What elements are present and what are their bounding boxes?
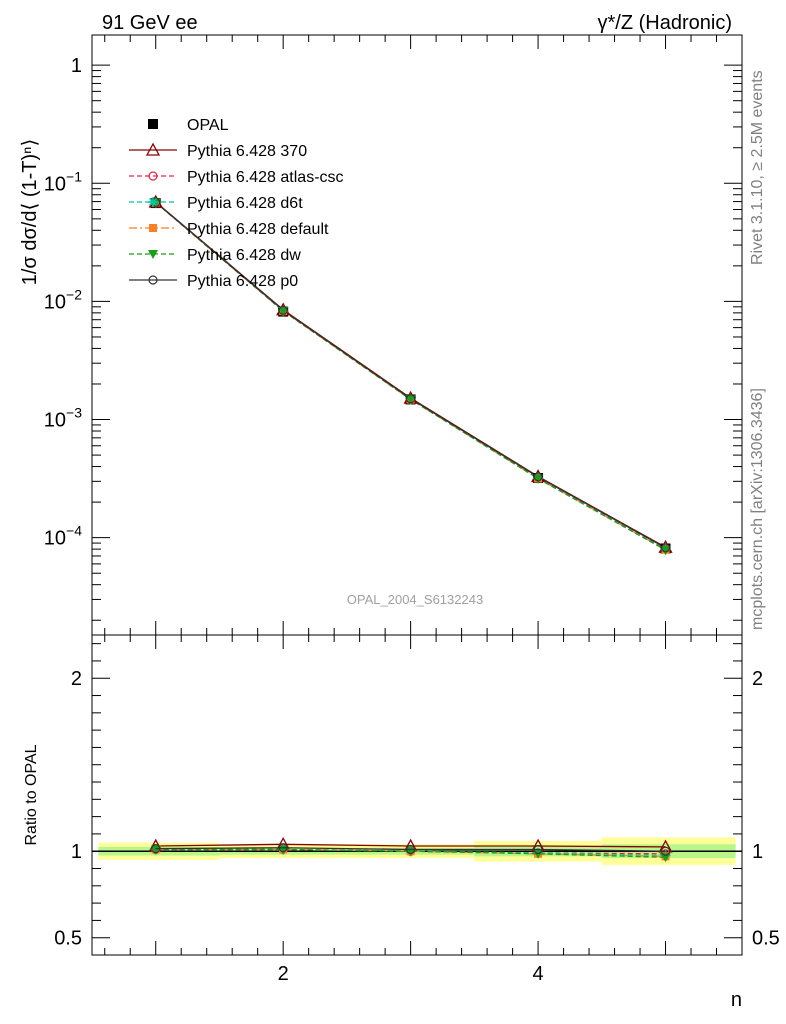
data-point: [148, 171, 158, 181]
x-tick-label: 4: [533, 963, 544, 985]
data-point: [533, 849, 544, 859]
legend-label: Pythia 6.428 370: [187, 143, 307, 160]
data-point: [145, 142, 161, 156]
data-point: [660, 853, 671, 863]
legend-label: Pythia 6.428 default: [187, 221, 329, 238]
data-point: [406, 394, 416, 404]
data-point: [660, 546, 671, 556]
data-point: [660, 846, 671, 856]
data-point: [150, 845, 161, 855]
ratio-frame: [91, 634, 743, 956]
ratio-series-line: [155, 848, 666, 858]
y-axis-title-main: 1/σ dσ/d⟨ (1-T)ⁿ⟩: [19, 139, 41, 286]
legend-label: Pythia 6.428 p0: [187, 273, 298, 290]
data-point: [148, 250, 158, 259]
y-tick-label: 10−3: [44, 405, 82, 432]
data-point: [151, 844, 161, 854]
data-point: [148, 119, 158, 129]
header-right-label: γ*/Z (Hadronic): [598, 12, 732, 34]
ratio-y-tick-label: 1: [71, 841, 82, 863]
data-point: [533, 474, 544, 484]
ratio-y-tick-label: 0.5: [54, 928, 82, 950]
data-point: [278, 843, 288, 853]
ratio-y-tick-label-right: 1: [752, 841, 763, 863]
ratio-y-tick-label: 2: [71, 668, 82, 690]
data-point: [533, 844, 543, 855]
data-point: [149, 224, 157, 232]
data-point: [278, 306, 289, 316]
data-point: [278, 305, 288, 315]
data-point: [148, 275, 158, 285]
analysis-watermark: OPAL_2004_S6132243: [347, 592, 483, 607]
header-left-label: 91 GeV ee: [102, 12, 198, 34]
rivet-label: Rivet 3.1.10, ≥ 2.5M events: [749, 70, 766, 265]
y-tick-label: 10−1: [44, 168, 82, 195]
ratio-y-tick-label-right: 2: [752, 668, 763, 690]
main-plot: 1 10−1 10−2 10−3 10−4: [44, 34, 743, 636]
mcplots-label: mcplots.cern.ch [arXiv:1306.3436]: [749, 388, 766, 630]
data-point: [405, 395, 416, 405]
data-point: [148, 197, 158, 207]
x-axis-title: n: [731, 989, 742, 1011]
data-point: [533, 472, 543, 482]
y-axis-title-ratio: Ratio to OPAL: [23, 744, 40, 845]
y-tick-label: 1: [71, 55, 82, 77]
legend: OPAL Pythia 6.428 370 Pythia 6.428 atlas-c…: [129, 117, 344, 290]
legend-label: OPAL: [187, 117, 229, 134]
ratio-y-tick-label-right: 0.5: [752, 928, 780, 950]
ratio-series-line: [155, 847, 666, 852]
legend-label: Pythia 6.428 atlas-csc: [187, 169, 344, 186]
legend-label: Pythia 6.428 d6t: [187, 195, 303, 212]
ratio-plot: 2 4 0.5 0.5 1 1 2 2: [54, 35, 780, 985]
x-tick-label: 2: [278, 963, 289, 985]
data-point: [660, 543, 671, 553]
y-tick-label: 10−2: [44, 286, 82, 313]
y-tick-label: 10−4: [44, 523, 82, 550]
data-point: [406, 844, 416, 855]
legend-label: Pythia 6.428 dw: [187, 247, 301, 264]
